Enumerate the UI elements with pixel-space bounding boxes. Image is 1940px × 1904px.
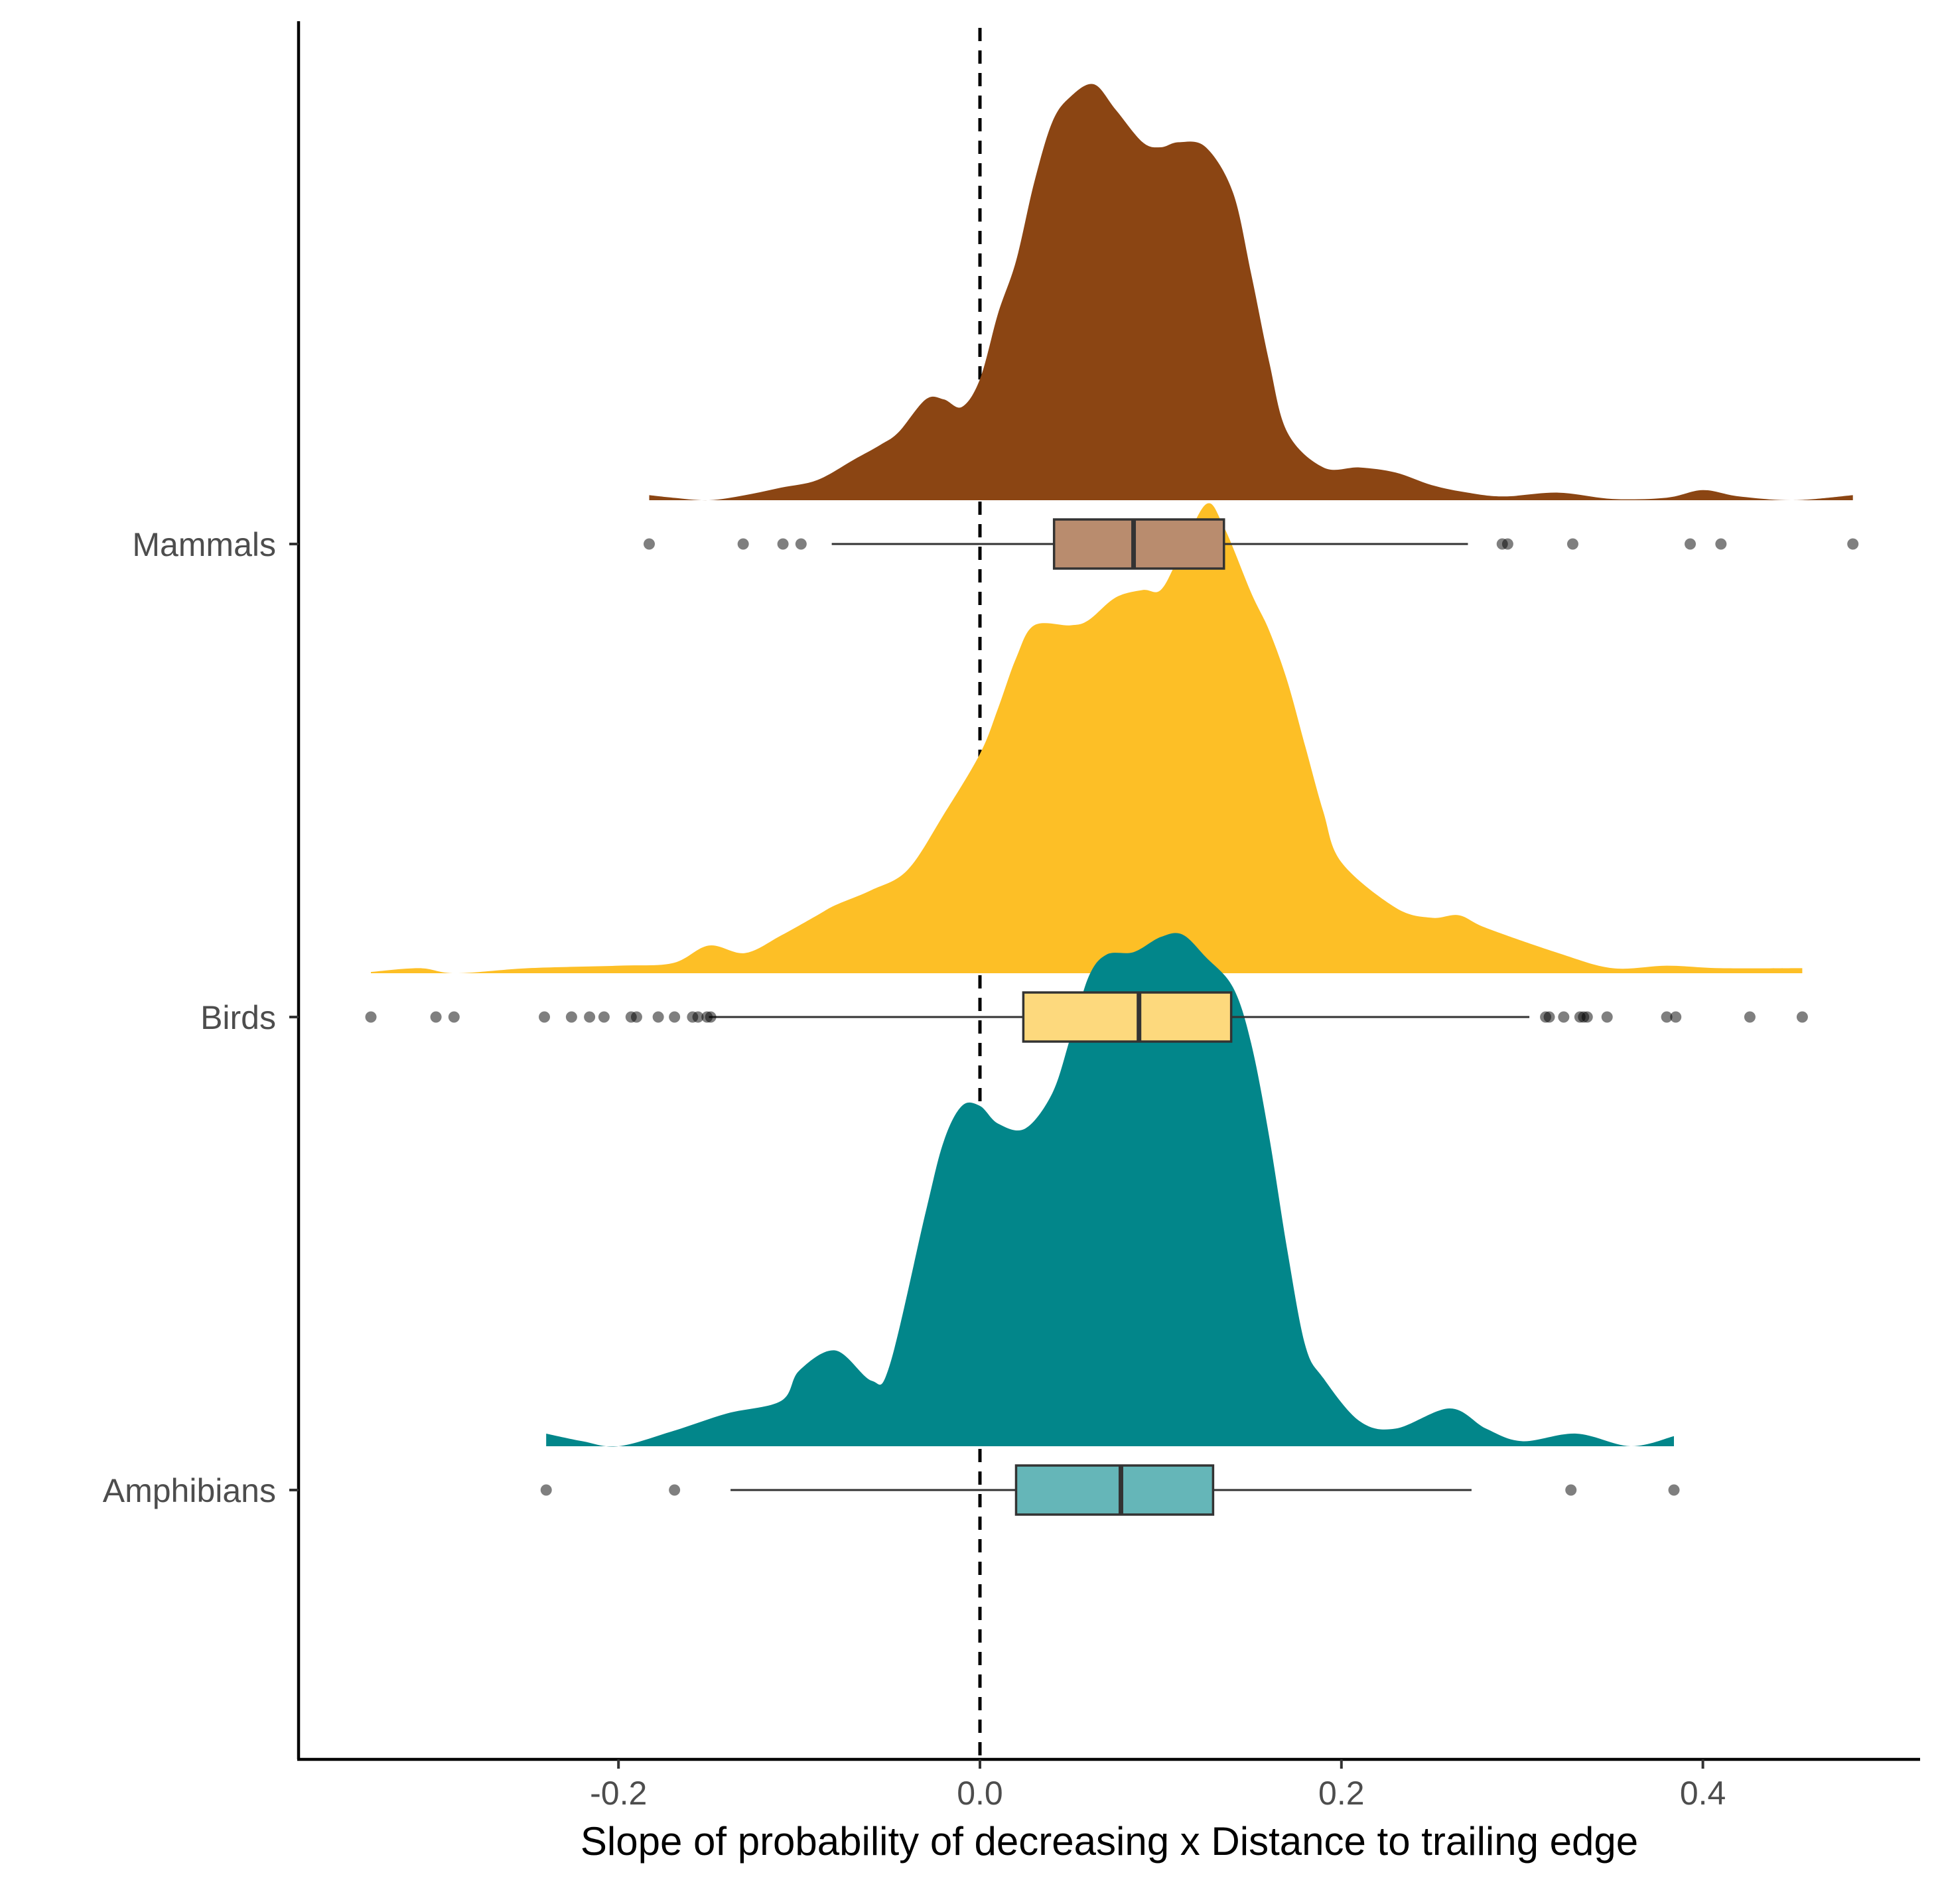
outlier-point-birds [630, 1011, 642, 1023]
outlier-point-mammals [1715, 538, 1727, 550]
outlier-point-birds [1744, 1011, 1756, 1023]
box-mammals [1052, 518, 1225, 570]
outlier-point-birds [565, 1011, 577, 1023]
boxes-layer [709, 518, 1530, 1516]
outlier-point-mammals [1847, 538, 1859, 550]
outlier-point-birds [430, 1011, 442, 1023]
outlier-point-birds [448, 1011, 460, 1023]
outlier-point-mammals [1685, 538, 1697, 550]
outlier-point-mammals [1566, 538, 1578, 550]
ticks-layer: Mammals Birds Amphibians -0.2 0.0 0.2 0.4 [103, 526, 1726, 1812]
outlier-point-birds [584, 1011, 596, 1023]
outlier-point-birds [705, 1011, 717, 1023]
outlier-point-amphibians [540, 1484, 552, 1496]
outlier-point-birds [652, 1011, 664, 1023]
clouds-layer [371, 84, 1853, 1447]
xtick-label: 0.4 [1680, 1775, 1726, 1812]
outlier-point-amphibians [1565, 1484, 1577, 1496]
outlier-point-birds [692, 1011, 704, 1023]
outlier-point-birds [1558, 1011, 1570, 1023]
outlier-point-birds [598, 1011, 610, 1023]
density-cloud-mammals [649, 84, 1853, 501]
outlier-point-birds [1581, 1011, 1593, 1023]
box-birds [1022, 991, 1233, 1043]
box-amphibians [1014, 1464, 1215, 1516]
outlier-point-birds [1670, 1011, 1682, 1023]
xtick-label: 0.2 [1318, 1775, 1365, 1812]
outlier-point-birds [1661, 1011, 1673, 1023]
outlier-point-mammals [644, 538, 656, 550]
ytick-label-amphibians: Amphibians [103, 1472, 276, 1509]
outlier-point-mammals [777, 538, 789, 550]
xtick-label: -0.2 [590, 1775, 647, 1812]
outlier-point-mammals [737, 538, 749, 550]
outlier-point-birds [1601, 1011, 1613, 1023]
outlier-point-birds [1543, 1011, 1555, 1023]
outlier-point-birds [365, 1011, 377, 1023]
x-axis-title: Slope of probability of decreasing x Dis… [581, 1819, 1638, 1864]
outlier-point-mammals [795, 538, 807, 550]
outlier-point-mammals [1501, 538, 1513, 550]
xtick-label: 0.0 [957, 1775, 1003, 1812]
outlier-point-birds [539, 1011, 551, 1023]
axes-layer [297, 21, 1920, 1761]
density-cloud-amphibians [546, 933, 1675, 1447]
outlier-point-birds [669, 1011, 681, 1023]
outlier-point-birds [1796, 1011, 1808, 1023]
density-cloud-birds [371, 503, 1803, 973]
points-layer [365, 538, 1859, 1496]
outlier-point-amphibians [669, 1484, 681, 1496]
ytick-label-birds: Birds [200, 999, 276, 1036]
ytick-label-mammals: Mammals [132, 526, 276, 563]
outlier-point-amphibians [1668, 1484, 1680, 1496]
